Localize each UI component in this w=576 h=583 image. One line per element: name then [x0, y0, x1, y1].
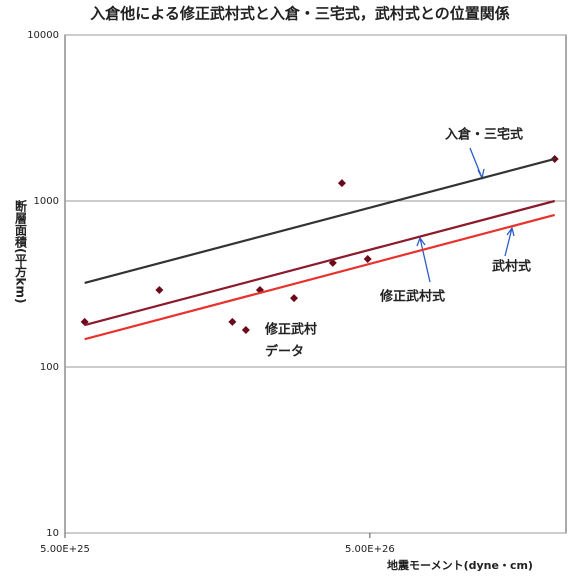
data-point — [241, 326, 250, 335]
fit-line — [84, 213, 555, 341]
annotation: データ — [265, 344, 304, 360]
line-label: 修正武村式 — [379, 289, 445, 305]
y-axis-label: 断層面積(平方km) — [14, 199, 28, 304]
line-label: 入倉・三宅式 — [445, 127, 523, 143]
y-tick-label: 10 — [46, 528, 59, 539]
fit-line — [84, 157, 555, 284]
x-tick-label: 5.00E+26 — [345, 544, 395, 555]
fit-line — [84, 199, 555, 327]
y-tick-label: 10000 — [27, 30, 59, 41]
x-axis-label: 地震モーメント(dyne・cm) — [387, 558, 533, 572]
y-tick-label: 1000 — [34, 196, 59, 207]
data-point — [228, 317, 237, 326]
plot-area — [64, 34, 567, 534]
data-point — [155, 285, 164, 294]
x-tick-label: 5.00E+25 — [40, 544, 90, 555]
arrows — [416, 147, 515, 283]
line-label: 武村式 — [492, 259, 531, 275]
y-tick-label: 100 — [40, 362, 59, 373]
data-point — [337, 179, 346, 188]
data-point — [290, 294, 299, 303]
annotation: 修正武村 — [264, 322, 317, 338]
chart-title: 入倉他による修正武村式と入倉・三宅式，武村式との位置関係 — [90, 5, 509, 23]
data-point — [363, 255, 372, 264]
